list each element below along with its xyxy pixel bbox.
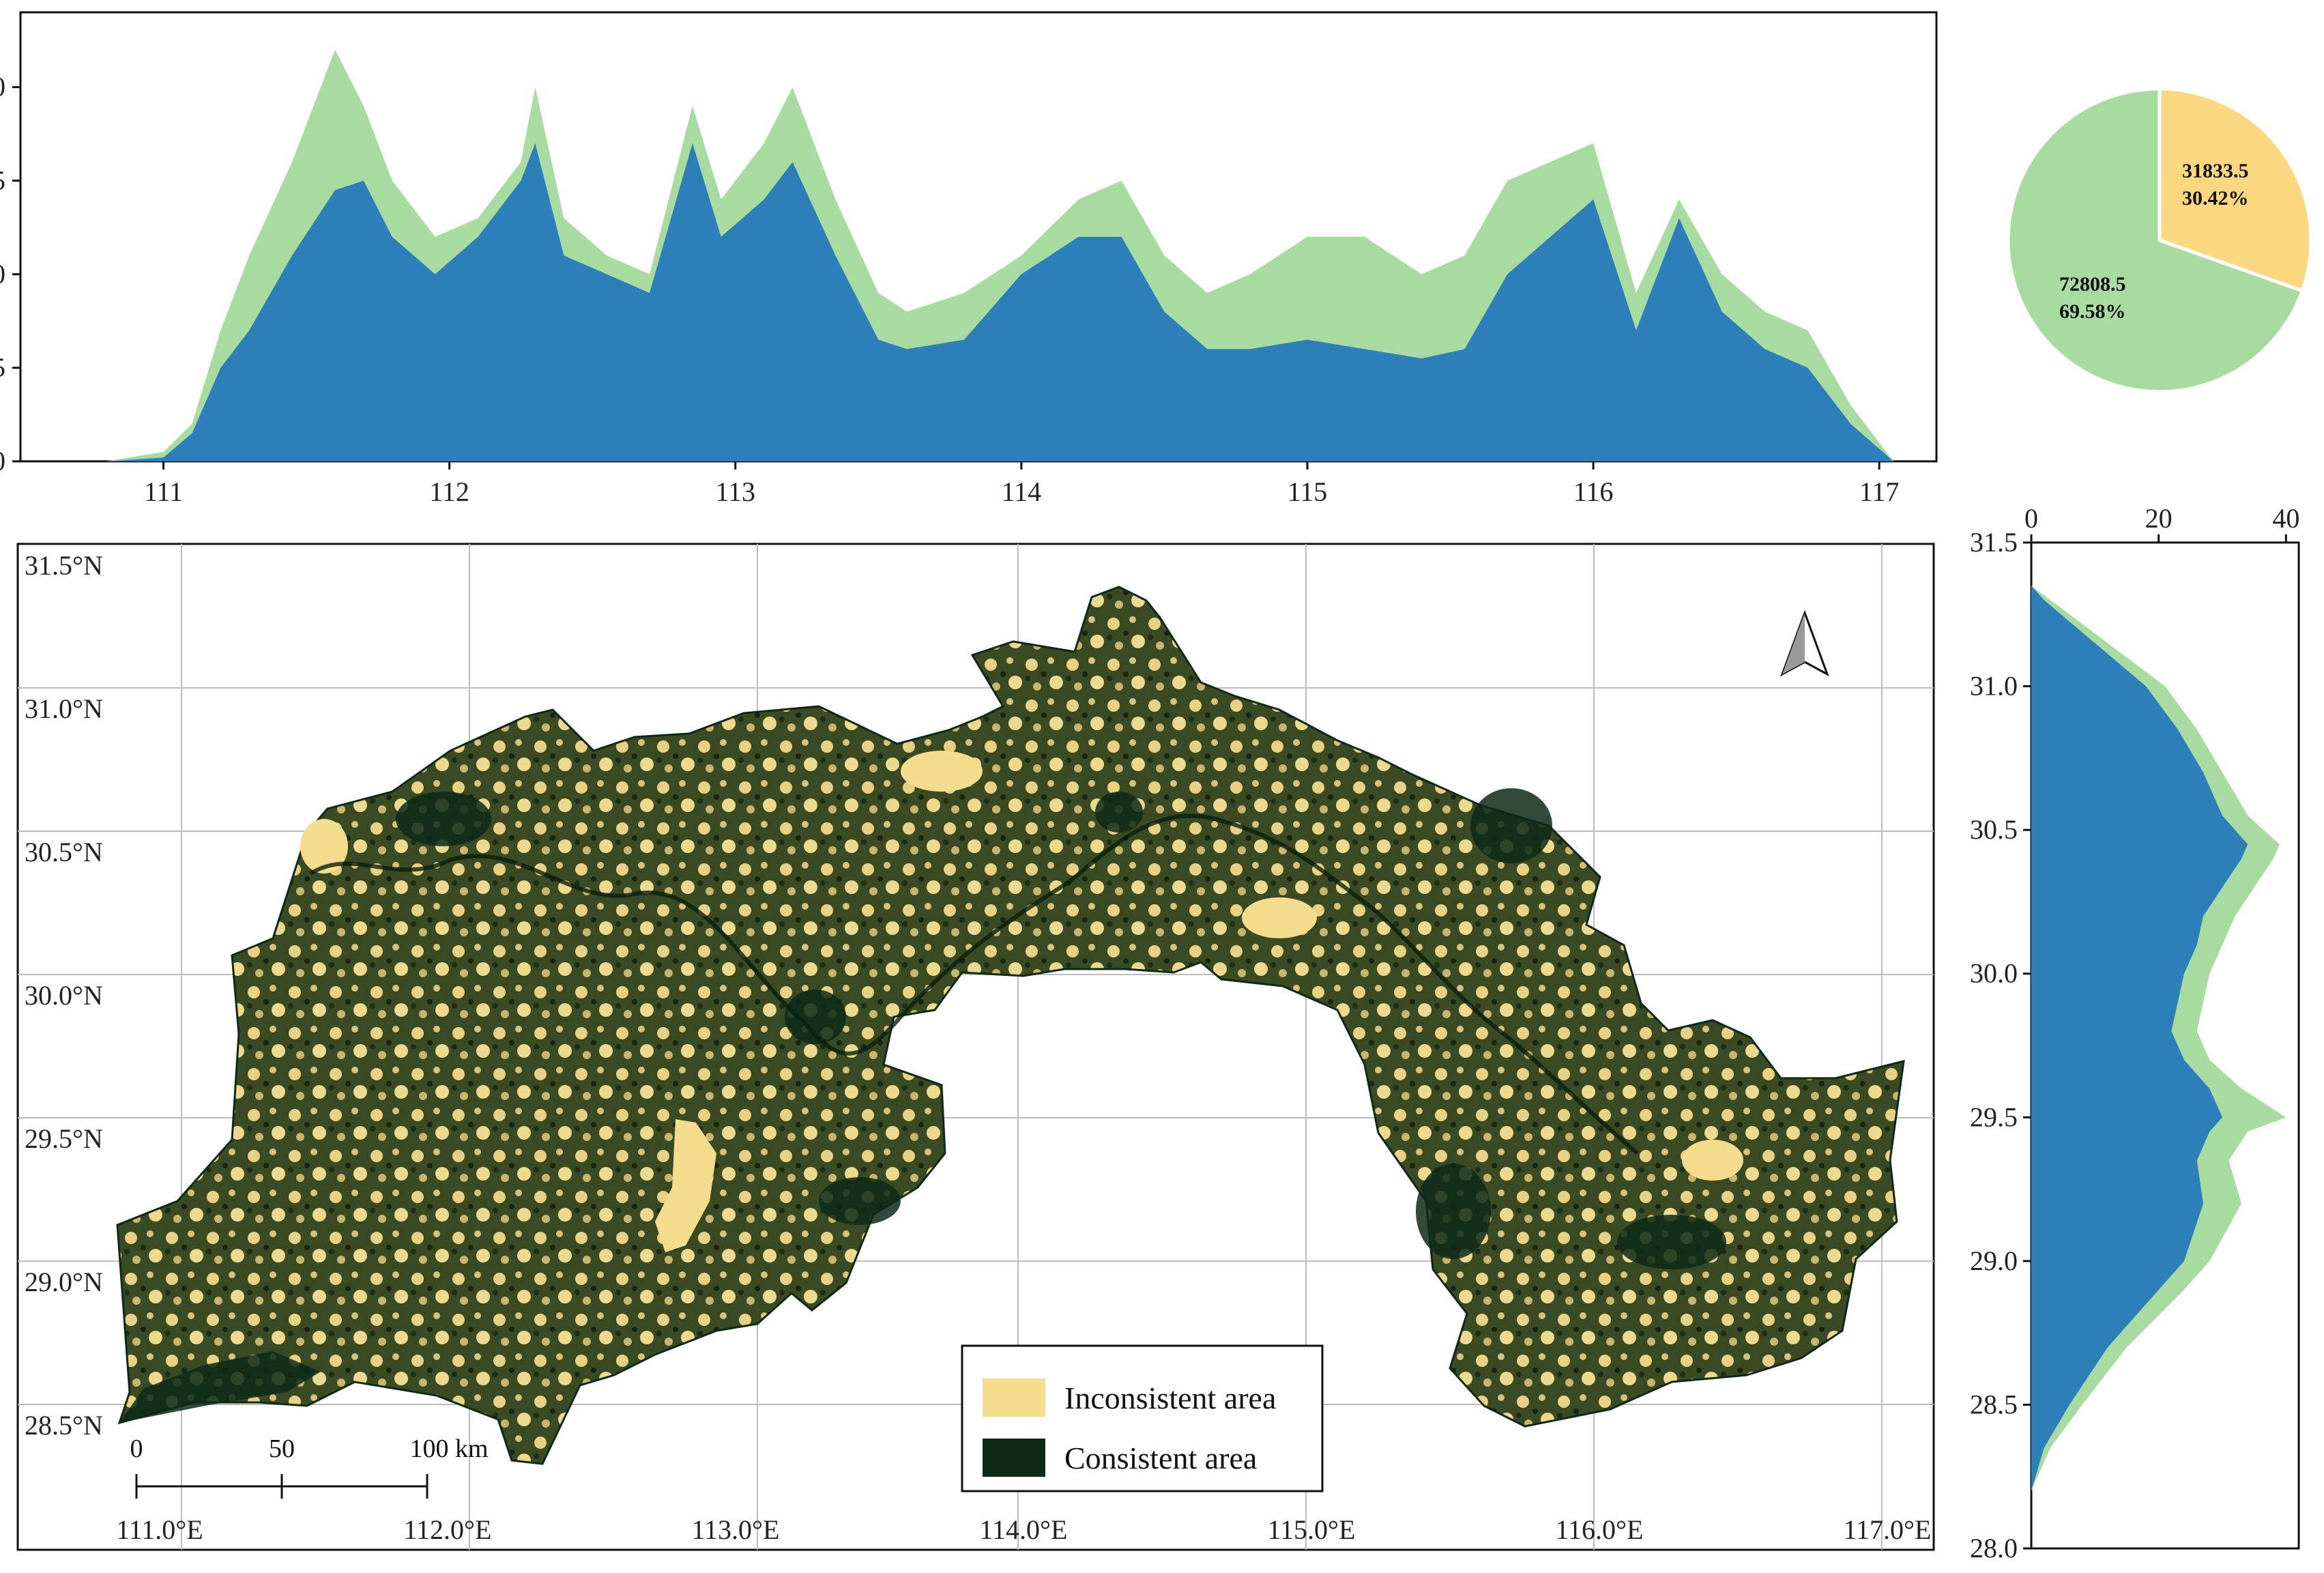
inconsistent-patches [300,751,1743,1252]
lon-label: 114.0°E [980,1514,1068,1545]
pie-label-consistent-value: 72808.5 [2059,273,2126,295]
legend: Inconsistent area Consistent area [961,1344,1324,1492]
top-x-tick-label: 117 [1859,476,1900,507]
right-area-chart: 31.5 31.0 30.5 30.0 29.5 29.0 28.5 28.0 0 20 40 [1970,503,2300,1563]
top-y-tick-label: 0 [0,446,5,476]
right-chart-series [2031,586,2286,1491]
pie-label-inconsistent-value: 31833.5 [2182,160,2249,182]
top-x-tick-label: 112 [429,476,469,507]
consistent-patches [119,788,1726,1423]
lat-label: 29.5°N [25,1123,103,1154]
scale-label-50: 50 [269,1434,295,1463]
right-chart-y-ticks: 31.5 31.0 30.5 30.0 29.5 29.0 28.5 28.0 [1970,527,2031,1563]
lat-label: 31.5°N [25,550,103,581]
lat-label: 31.0°N [25,693,103,724]
lon-label: 113.0°E [692,1514,780,1545]
top-chart-y-ticks: 0 5 10 15 20 [0,72,20,476]
legend-swatch-inconsistent [983,1379,1045,1417]
pie-label-consistent-percent: 69.58% [2059,300,2126,323]
top-x-tick-label: 114 [1002,476,1042,507]
legend-swatch-consistent [983,1439,1045,1477]
map-panel: 31.5°N 31.0°N 30.5°N 30.0°N 29.5°N 29.0°… [16,543,1935,1551]
right-y-tick-label: 28.5 [1970,1389,2018,1419]
right-x-tick-label: 20 [2145,503,2173,534]
top-y-tick-label: 20 [0,72,5,102]
legend-label-inconsistent: Inconsistent area [1064,1381,1276,1415]
right-y-tick-label: 31.5 [1970,527,2018,558]
legend-label-consistent: Consistent area [1064,1441,1257,1475]
lat-label: 29.0°N [25,1267,103,1297]
lon-label: 115.0°E [1268,1514,1356,1545]
top-area-chart: 0 5 10 15 20 111 112 113 114 115 116 117 [0,11,1938,507]
river [309,813,1639,1155]
top-chart-x-ticks: 111 112 113 114 115 116 117 [144,461,1899,507]
top-y-tick-label: 15 [0,165,5,196]
scale-label-0: 0 [130,1434,143,1463]
lat-label: 28.5°N [25,1410,103,1441]
lat-label: 30.5°N [25,837,103,867]
right-y-tick-label: 30.5 [1970,814,2018,845]
top-x-tick-label: 116 [1573,476,1614,507]
longitude-labels: 111.0°E 112.0°E 113.0°E 114.0°E 115.0°E … [116,1514,1931,1545]
pie-label-inconsistent-percent: 30.42% [2182,187,2249,210]
top-series-area-0 [106,143,1894,461]
pie-slices [2006,87,2313,394]
lon-label: 111.0°E [116,1514,203,1545]
right-y-tick-label: 31.0 [1970,671,2018,702]
pie-slice-0 [2158,87,2313,293]
scale-bar: 0 50 100 km [130,1434,489,1499]
top-x-tick-label: 111 [144,476,183,507]
top-x-tick-label: 115 [1288,476,1328,507]
top-chart-series [106,49,1894,461]
top-x-tick-label: 113 [716,476,756,507]
right-y-tick-label: 29.5 [1970,1101,2018,1132]
right-x-tick-label: 40 [2272,503,2299,534]
top-y-tick-label: 10 [0,259,5,289]
right-y-tick-label: 29.0 [1970,1245,2018,1276]
lon-label: 112.0°E [404,1514,492,1545]
lon-label: 116.0°E [1556,1514,1644,1545]
right-chart-x-ticks: 0 20 40 [2024,503,2299,543]
lon-label: 117.0°E [1844,1514,1932,1545]
right-y-tick-label: 30.0 [1970,958,2018,989]
scale-label-100km: 100 km [409,1434,488,1463]
north-arrow-icon [1780,609,1829,677]
right-series-area-0 [2031,586,2248,1491]
pie-slice-1 [2006,87,2305,394]
latitude-labels: 31.5°N 31.0°N 30.5°N 30.0°N 29.5°N 29.0°… [25,550,103,1441]
pie-chart: 31833.5 30.42% 72808.5 69.58% [2006,87,2313,394]
right-y-tick-label: 28.0 [1970,1533,2018,1563]
top-y-tick-label: 5 [0,352,5,383]
right-x-tick-label: 0 [2024,503,2038,534]
lat-label: 30.0°N [25,980,103,1011]
